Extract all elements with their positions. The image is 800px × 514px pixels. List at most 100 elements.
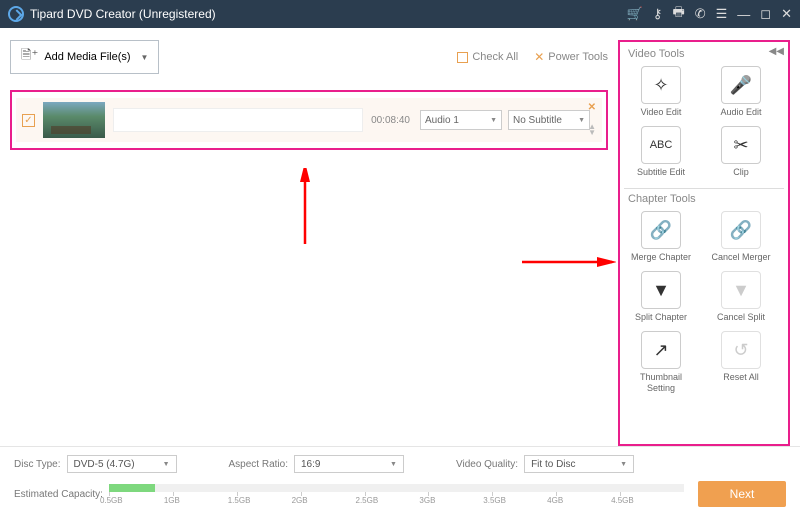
video-tool-icon[interactable]: ✂ [721, 126, 761, 164]
subtitle-select[interactable]: No Subtitle ▼ [508, 110, 590, 130]
audio-select[interactable]: Audio 1 ▼ [420, 110, 502, 130]
quality-label: Video Quality: [456, 459, 518, 470]
chapter-tools-title: Chapter Tools [628, 193, 784, 205]
bottom-bar: Disc Type: DVD-5 (4.7G)▼ Aspect Ratio: 1… [0, 446, 800, 514]
wrench-icon: ✕ [534, 50, 544, 64]
chevron-down-icon: ▼ [578, 117, 585, 124]
capacity-tick-label: 1GB [164, 496, 180, 505]
next-button[interactable]: Next [698, 481, 786, 507]
video-tool-label: Subtitle Edit [637, 167, 685, 178]
video-tool-label: Video Edit [641, 107, 682, 118]
capacity-row: Estimated Capacity: 0.5GB1GB1.5GB2GB2.5G… [14, 481, 786, 507]
chapter-tool-icon[interactable]: ↗ [641, 331, 681, 369]
video-tool-icon[interactable]: ABC [641, 126, 681, 164]
chapter-tool-icon: ↺ [721, 331, 761, 369]
video-tool-icon[interactable]: 🎤 [721, 66, 761, 104]
print-icon[interactable]: 🖶 [672, 3, 684, 25]
aspect-value: 16:9 [301, 459, 320, 470]
capacity-tick-label: 3GB [419, 496, 435, 505]
annotation-arrow-up [290, 168, 320, 246]
next-label: Next [730, 487, 755, 501]
cart-icon[interactable]: 🛒 [627, 6, 643, 22]
check-all[interactable]: Check All [457, 51, 518, 63]
chevron-down-icon: ▼ [141, 53, 149, 62]
menu-icon[interactable]: ☰ [716, 6, 728, 22]
capacity-tick-label: 2.5GB [356, 496, 379, 505]
video-thumbnail[interactable] [43, 102, 105, 138]
app-logo-icon [8, 6, 24, 22]
chapter-tool-split-chapter[interactable]: ▼ Split Chapter [630, 271, 692, 323]
divider [624, 188, 784, 189]
chapter-tool-icon[interactable]: ▼ [641, 271, 681, 309]
aspect-label: Aspect Ratio: [229, 459, 288, 470]
capacity-tick-label: 1.5GB [228, 496, 251, 505]
capacity-tick-label: 3.5GB [483, 496, 506, 505]
annotation-arrow-right [520, 252, 616, 272]
chapter-tool-label: Merge Chapter [631, 252, 691, 263]
chapter-tool-label: Reset All [723, 372, 759, 383]
tools-panel: ◀◀ Video Tools ✧ Video Edit 🎤Audio Edit ABC… [618, 40, 790, 446]
power-tools-label: Power Tools [548, 51, 608, 63]
capacity-tick-label: 2GB [292, 496, 308, 505]
chapter-tools-grid: 🔗 Merge Chapter 🔗Cancel Merger ▼ Split Chapt… [624, 211, 784, 402]
key-icon[interactable]: ⚷ [653, 6, 663, 22]
video-tools-title: Video Tools [628, 48, 784, 60]
disc-type-label: Disc Type: [14, 459, 61, 470]
collapse-icon[interactable]: ◀◀ [769, 46, 784, 57]
row-reorder-icon[interactable]: ▲▼ [588, 124, 596, 136]
video-tool-video-edit[interactable]: ✧ Video Edit [630, 66, 692, 118]
capacity-tick-label: 4.5GB [611, 496, 634, 505]
chapter-tool-label: Cancel Merger [711, 252, 770, 263]
media-row-highlight: ✓ 00:08:40 Audio 1 ▼ No Subtitle ▼ ✕ ▲▼ [10, 90, 608, 150]
capacity-tick: 4.5GB [620, 492, 684, 496]
disc-type-select[interactable]: DVD-5 (4.7G)▼ [67, 455, 177, 473]
capacity-bar-fill [109, 484, 155, 492]
chapter-tool-icon[interactable]: 🔗 [641, 211, 681, 249]
video-tool-clip[interactable]: ✂ Clip [710, 126, 772, 178]
add-media-label: Add Media File(s) [44, 51, 130, 63]
add-file-icon: 🗎⁺ [21, 46, 38, 68]
video-tool-audio-edit[interactable]: 🎤Audio Edit [710, 66, 772, 118]
chevron-down-icon: ▼ [163, 461, 170, 468]
minimize-icon[interactable]: — [737, 7, 750, 22]
chapter-tool-merge-chapter[interactable]: 🔗 Merge Chapter [630, 211, 692, 263]
titlebar: Tipard DVD Creator (Unregistered) 🛒 ⚷ 🖶 … [0, 0, 800, 28]
aspect-select[interactable]: 16:9▼ [294, 455, 404, 473]
phone-icon[interactable]: ✆ [695, 6, 706, 22]
close-icon[interactable]: ✕ [781, 6, 792, 22]
chevron-down-icon: ▼ [620, 461, 627, 468]
capacity-label: Estimated Capacity: [14, 489, 103, 500]
power-tools-button[interactable]: ✕ Power Tools [534, 50, 608, 64]
quality-value: Fit to Disc [531, 459, 575, 470]
row-close-icon[interactable]: ✕ [588, 102, 596, 113]
chapter-tool-cancel-merger: 🔗Cancel Merger [710, 211, 772, 263]
capacity-bar-bg [109, 484, 684, 492]
filename-field[interactable] [113, 108, 363, 132]
chapter-tool-thumbnail-setting[interactable]: ↗ Thumbnail Setting [630, 331, 692, 394]
video-tools-grid: ✧ Video Edit 🎤Audio Edit ABC Subtitle Edit ✂ C… [624, 66, 784, 186]
chapter-tool-label: Split Chapter [635, 312, 687, 323]
audio-value: Audio 1 [425, 115, 459, 126]
window-title: Tipard DVD Creator (Unregistered) [30, 7, 627, 21]
media-row[interactable]: ✓ 00:08:40 Audio 1 ▼ No Subtitle ▼ ✕ ▲▼ [16, 98, 602, 142]
quality-select[interactable]: Fit to Disc ▼ [524, 455, 634, 473]
window-controls: 🛒 ⚷ 🖶 ✆ ☰ — ◻ ✕ [627, 3, 792, 25]
video-tool-icon[interactable]: ✧ [641, 66, 681, 104]
chapter-tool-icon: ▼ [721, 271, 761, 309]
chapter-tool-cancel-split: ▼Cancel Split [710, 271, 772, 323]
chevron-down-icon: ▼ [490, 117, 497, 124]
capacity-ticks: 0.5GB1GB1.5GB2GB2.5GB3GB3.5GB4GB4.5GB [109, 492, 684, 496]
toolbar: 🗎⁺ Add Media File(s) ▼ Check All ✕ Power… [10, 40, 608, 74]
video-tool-label: Clip [733, 167, 749, 178]
row-checkbox[interactable]: ✓ [22, 114, 35, 127]
chapter-tool-label: Thumbnail Setting [630, 372, 692, 394]
main-area: 🗎⁺ Add Media File(s) ▼ Check All ✕ Power… [0, 28, 800, 446]
capacity-tick-label: 0.5GB [100, 496, 123, 505]
settings-row: Disc Type: DVD-5 (4.7G)▼ Aspect Ratio: 1… [14, 455, 786, 473]
add-media-button[interactable]: 🗎⁺ Add Media File(s) ▼ [10, 40, 159, 74]
maximize-icon[interactable]: ◻ [760, 6, 771, 22]
left-pane: 🗎⁺ Add Media File(s) ▼ Check All ✕ Power… [0, 28, 618, 446]
video-tool-subtitle-edit[interactable]: ABC Subtitle Edit [630, 126, 692, 178]
capacity-tick-label: 4GB [547, 496, 563, 505]
chapter-tool-reset-all: ↺ Reset All [710, 331, 772, 394]
